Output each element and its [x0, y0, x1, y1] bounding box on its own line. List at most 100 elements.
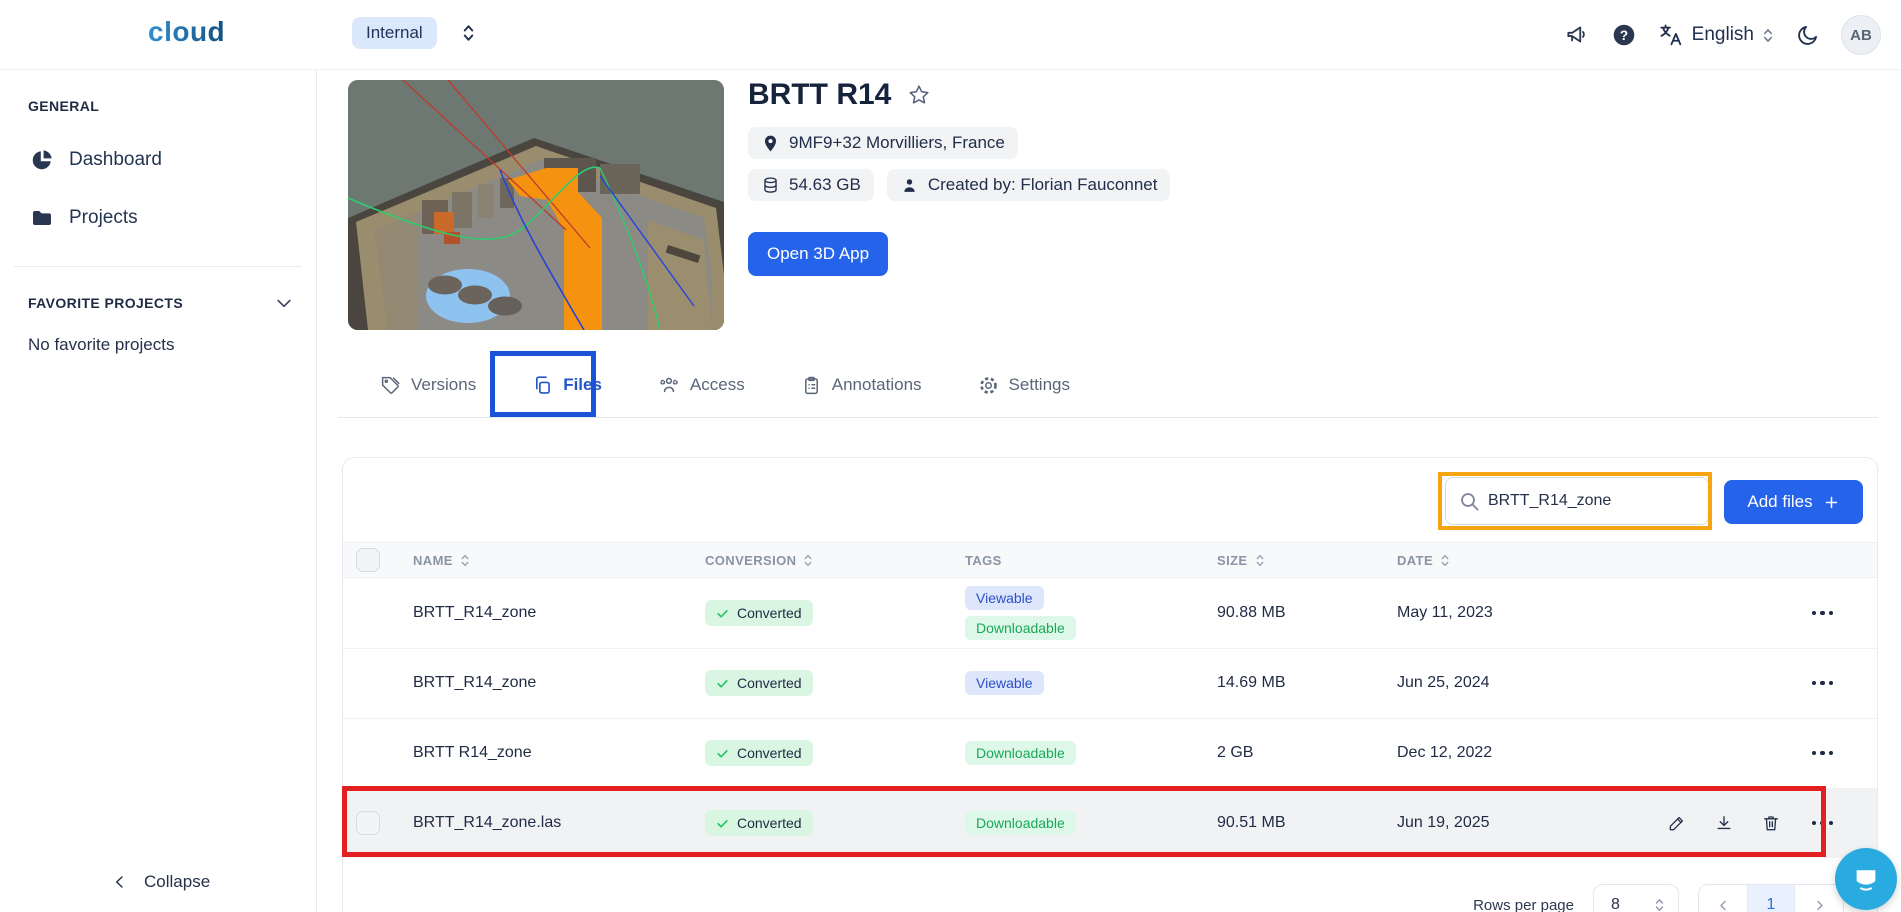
file-date: May 11, 2023 [1397, 604, 1493, 621]
sort-icon [804, 554, 812, 566]
language-selector[interactable]: English [1658, 22, 1774, 48]
tab-settings[interactable]: Settings [978, 375, 1070, 396]
tab-files[interactable]: Files [532, 375, 602, 396]
column-header-size[interactable]: SIZE [1217, 553, 1397, 568]
row-menu-icon[interactable] [1808, 607, 1838, 620]
project-title: BRTT R14 [748, 78, 892, 111]
file-date: Dec 12, 2022 [1397, 744, 1493, 761]
column-header-tags[interactable]: TAGS [965, 553, 1217, 568]
file-size: 14.69 MB [1217, 674, 1286, 691]
conversion-label: Converted [737, 745, 802, 761]
project-header: BRTT R14 9MF9+32 Morvilliers, France [748, 78, 1171, 201]
files-icon [536, 375, 551, 394]
row-checkbox[interactable] [356, 811, 380, 835]
edit-icon[interactable] [1667, 813, 1687, 833]
table-header: NAME CONVERSION TAGS SIZE DATE [343, 542, 1877, 578]
tab-annotations[interactable]: Annotations [801, 375, 922, 396]
download-icon[interactable] [1714, 813, 1734, 833]
clipboard-icon [804, 376, 818, 394]
tab-label: Annotations [831, 375, 922, 394]
tabs-divider [338, 417, 1878, 418]
file-name: BRTT R14_zone [413, 744, 532, 761]
file-search [1445, 477, 1709, 525]
sidebar-item-label: Projects [69, 207, 138, 228]
column-header-conversion[interactable]: CONVERSION [705, 553, 965, 568]
prev-page-button[interactable] [1699, 885, 1747, 912]
tab-label: Access [689, 375, 745, 394]
check-icon [717, 679, 728, 688]
avatar[interactable]: AB [1841, 15, 1881, 55]
search-input[interactable] [1446, 478, 1708, 524]
select-updown-icon [1655, 899, 1664, 911]
rows-per-page-value: 8 [1611, 896, 1620, 912]
column-header-name[interactable]: NAME [413, 553, 705, 568]
tab-label: Files [563, 375, 602, 394]
row-menu-icon[interactable] [1808, 747, 1838, 760]
add-files-button[interactable]: Add files [1724, 480, 1863, 524]
folder-icon [33, 211, 51, 225]
row-divider [343, 648, 1877, 649]
table-row[interactable]: BRTT R14_zone Converted Downloadable 2 G… [343, 718, 1877, 788]
select-all-checkbox[interactable] [356, 548, 380, 572]
delete-icon[interactable] [1761, 813, 1781, 833]
row-menu-icon[interactable] [1808, 677, 1838, 690]
table-row[interactable]: BRTT_R14_zone Converted Viewable Downloa… [343, 578, 1877, 648]
file-name: BRTT_R14_zone [413, 674, 537, 691]
favorites-header[interactable]: FAVORITE PROJECTS [28, 293, 294, 313]
tag-badge-downloadable: Downloadable [965, 616, 1076, 640]
row-menu-icon[interactable] [1808, 817, 1838, 830]
column-label: NAME [413, 552, 453, 568]
tag-badge-downloadable: Downloadable [965, 811, 1076, 835]
tab-access[interactable]: Access [658, 374, 745, 396]
conversion-label: Converted [737, 675, 802, 691]
announcements-icon[interactable] [1564, 22, 1590, 48]
conversion-label: Converted [737, 605, 802, 621]
pie-chart-icon [32, 150, 52, 170]
check-icon [717, 609, 728, 618]
language-updown-icon [1764, 28, 1772, 42]
chevron-left-icon [115, 876, 123, 888]
tag-badge-viewable: Viewable [965, 586, 1044, 610]
project-thumbnail[interactable] [348, 80, 724, 330]
sort-icon [1441, 554, 1449, 566]
favorites-label: FAVORITE PROJECTS [28, 295, 184, 311]
map-pin-icon [764, 135, 777, 151]
sidebar: GENERAL Dashboard Projects FAVORITE PROJ… [0, 70, 317, 912]
chat-launcher-button[interactable] [1835, 848, 1897, 910]
sidebar-item-projects[interactable]: Projects [30, 206, 288, 230]
row-divider [343, 718, 1877, 719]
table-row-highlighted[interactable]: BRTT_R14_zone.las Converted Downloadable… [343, 788, 1877, 858]
next-page-button[interactable] [1795, 885, 1843, 912]
database-icon [764, 176, 777, 193]
topbar: cloud Internal ? [0, 0, 1901, 70]
favorite-star-icon[interactable] [907, 83, 931, 107]
open-3d-app-button[interactable]: Open 3D App [748, 232, 889, 276]
column-label: CONVERSION [705, 552, 797, 568]
sidebar-divider [14, 266, 302, 267]
current-page-button[interactable]: 1 [1747, 885, 1795, 912]
chevron-left-icon [1719, 900, 1726, 910]
check-icon [717, 749, 728, 758]
column-header-date[interactable]: DATE [1397, 553, 1643, 568]
workspace-badge[interactable]: Internal [352, 17, 437, 49]
workspace-updown-icon[interactable] [461, 23, 476, 43]
collapse-label: Collapse [144, 872, 211, 891]
main-content: BRTT R14 9MF9+32 Morvilliers, France [317, 70, 1901, 912]
tab-label: Versions [411, 375, 477, 394]
size-pill: 54.63 GB [748, 169, 874, 201]
sidebar-item-dashboard[interactable]: Dashboard [30, 148, 288, 172]
sidebar-section-general: GENERAL [28, 98, 100, 114]
translate-icon [1658, 22, 1684, 48]
plus-icon [1825, 496, 1837, 508]
dark-mode-icon[interactable] [1795, 23, 1820, 48]
column-label: DATE [1397, 552, 1434, 568]
tab-versions[interactable]: Versions [380, 375, 476, 396]
rows-per-page-select[interactable]: 8 [1593, 884, 1679, 912]
creator-pill: Created by: Florian Fauconnet [886, 169, 1171, 201]
people-icon [660, 377, 678, 393]
collapse-button[interactable]: Collapse [112, 872, 210, 892]
app-logo: cloud [148, 16, 226, 47]
help-icon[interactable]: ? [1611, 22, 1637, 48]
conversion-badge: Converted [705, 740, 813, 766]
table-row[interactable]: BRTT_R14_zone Converted Viewable 14.69 M… [343, 648, 1877, 718]
